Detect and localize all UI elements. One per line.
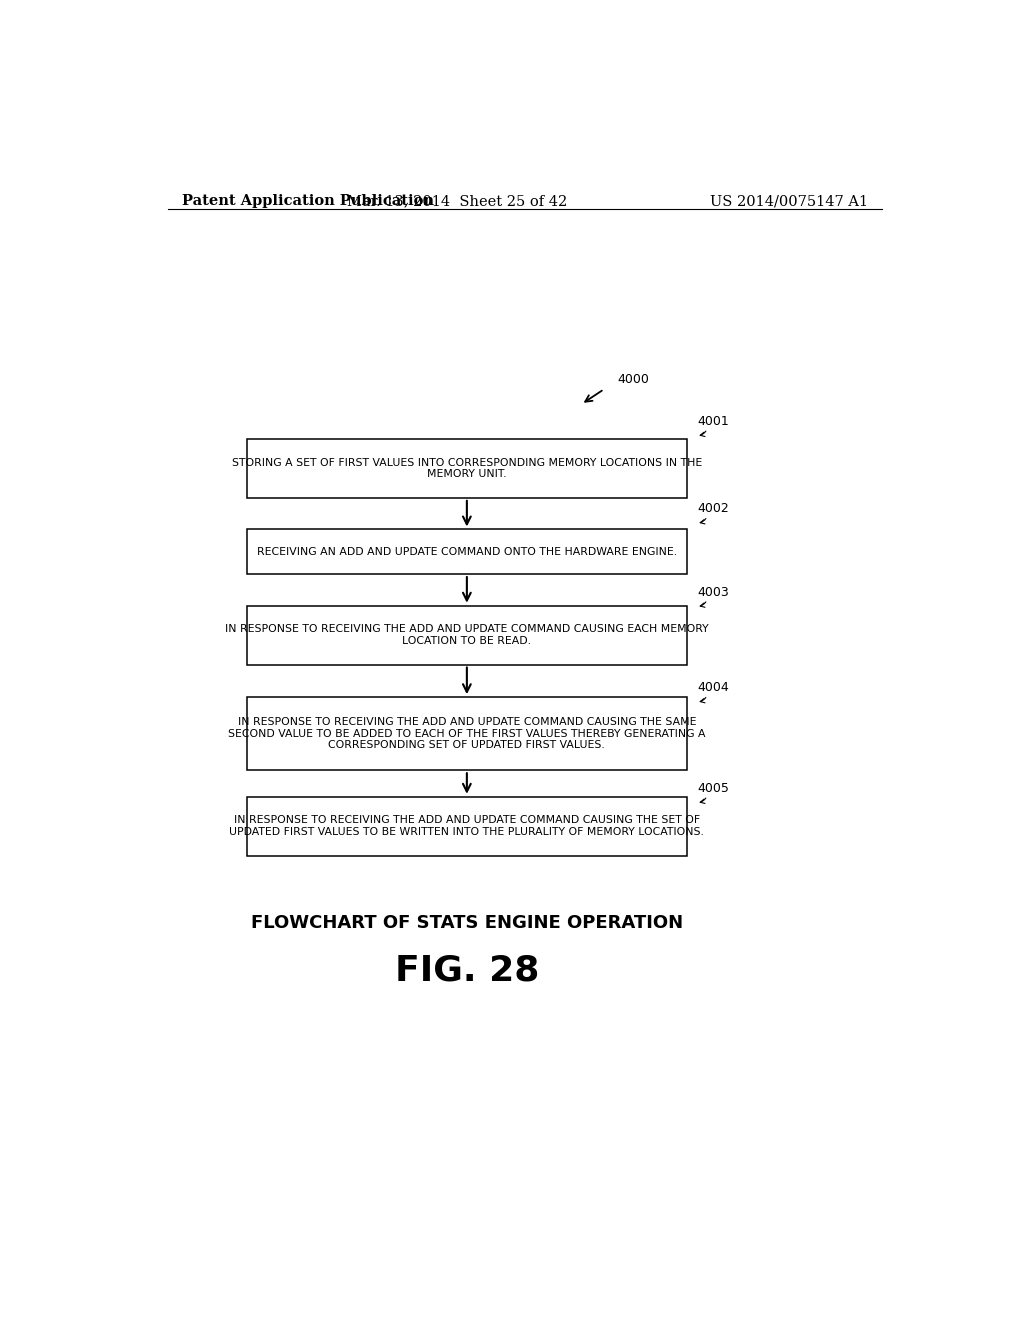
Bar (247, 797, 687, 855)
Text: 4005: 4005 (697, 781, 730, 795)
Text: RECEIVING AN ADD AND UPDATE COMMAND ONTO THE HARDWARE ENGINE.: RECEIVING AN ADD AND UPDATE COMMAND ONTO… (257, 546, 677, 557)
Text: IN RESPONSE TO RECEIVING THE ADD AND UPDATE COMMAND CAUSING THE SET OF
UPDATED F: IN RESPONSE TO RECEIVING THE ADD AND UPD… (229, 816, 705, 837)
Text: 4000: 4000 (617, 374, 649, 385)
Bar (247, 440, 687, 498)
Text: FLOWCHART OF STATS ENGINE OPERATION: FLOWCHART OF STATS ENGINE OPERATION (251, 913, 683, 932)
Text: 4002: 4002 (697, 502, 729, 515)
Text: Mar. 13, 2014  Sheet 25 of 42: Mar. 13, 2014 Sheet 25 of 42 (347, 194, 567, 209)
Bar (247, 529, 687, 574)
Bar (247, 697, 687, 771)
Text: Patent Application Publication: Patent Application Publication (182, 194, 434, 209)
Text: FIG. 28: FIG. 28 (394, 953, 539, 987)
Text: US 2014/0075147 A1: US 2014/0075147 A1 (710, 194, 867, 209)
Text: IN RESPONSE TO RECEIVING THE ADD AND UPDATE COMMAND CAUSING THE SAME
SECOND VALU: IN RESPONSE TO RECEIVING THE ADD AND UPD… (228, 717, 706, 750)
Text: 4004: 4004 (697, 681, 729, 694)
Text: STORING A SET OF FIRST VALUES INTO CORRESPONDING MEMORY LOCATIONS IN THE
MEMORY : STORING A SET OF FIRST VALUES INTO CORRE… (231, 458, 702, 479)
Text: 4003: 4003 (697, 586, 729, 598)
Text: 4001: 4001 (697, 414, 729, 428)
Bar (247, 606, 687, 664)
Text: IN RESPONSE TO RECEIVING THE ADD AND UPDATE COMMAND CAUSING EACH MEMORY
LOCATION: IN RESPONSE TO RECEIVING THE ADD AND UPD… (225, 624, 709, 645)
